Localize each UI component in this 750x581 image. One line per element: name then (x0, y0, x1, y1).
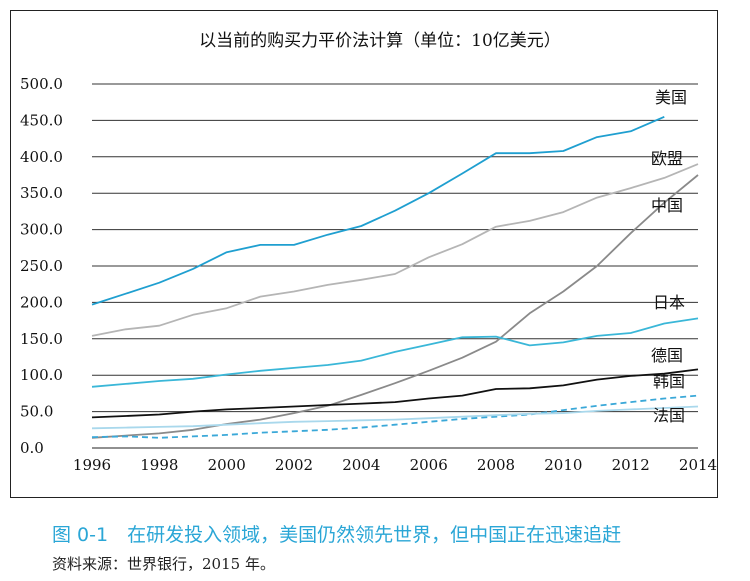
series-label: 日本 (653, 293, 685, 312)
x-tick-label: 2012 (612, 456, 650, 474)
y-tick-label: 500.0 (20, 75, 63, 93)
figure-caption: 图 0-1 在研发投入领域，美国仍然领先世界，但中国正在迅速追赶 (52, 524, 622, 546)
y-tick-label: 100.0 (20, 366, 63, 384)
series-line-2 (91, 174, 699, 439)
series-label: 欧盟 (651, 149, 683, 168)
series-label: 美国 (655, 88, 687, 107)
series-line-1 (91, 163, 699, 337)
series-label: 德国 (651, 346, 683, 365)
y-tick-label: 300.0 (20, 221, 63, 239)
x-tick-label: 2006 (410, 456, 448, 474)
y-tick-label: 50.0 (20, 403, 53, 421)
y-tick-label: 400.0 (20, 148, 63, 166)
x-tick-label: 2000 (208, 456, 246, 474)
x-tick-label: 2004 (342, 456, 380, 474)
series-line-4 (91, 368, 699, 419)
y-tick-label: 450.0 (20, 111, 63, 129)
source-note: 资料来源：世界银行，2015 年。 (52, 555, 275, 573)
x-tick-label: 2014 (679, 456, 717, 474)
chart-title: 以当前的购买力平价法计算（单位：10亿美元） (199, 31, 561, 51)
x-tick-label: 2002 (275, 456, 313, 474)
x-tick-label: 2010 (544, 456, 582, 474)
series-line-3 (91, 317, 699, 388)
y-tick-label: 0.0 (20, 439, 44, 457)
x-tick-label: 1998 (140, 456, 178, 474)
series-line-6 (91, 405, 699, 430)
x-tick-label: 2008 (477, 456, 515, 474)
y-tick-label: 350.0 (20, 184, 63, 202)
series-label: 韩国 (653, 372, 685, 391)
series-line-5 (91, 394, 699, 439)
y-tick-label: 250.0 (20, 257, 63, 275)
y-tick-label: 150.0 (20, 330, 63, 348)
x-tick-label: 1996 (73, 456, 111, 474)
series-label: 中国 (651, 196, 683, 215)
series-line-0 (91, 115, 665, 306)
series-label: 法国 (653, 406, 685, 425)
y-tick-label: 200.0 (20, 293, 63, 311)
